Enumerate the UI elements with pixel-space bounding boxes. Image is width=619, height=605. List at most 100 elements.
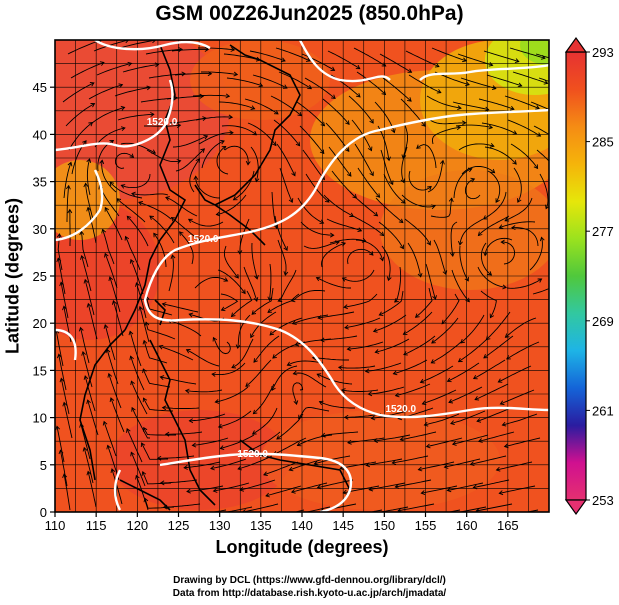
streamline	[59, 450, 68, 487]
streamline	[287, 360, 324, 366]
streamline	[431, 341, 462, 364]
streamline	[426, 437, 463, 448]
streamline	[344, 317, 381, 329]
streamline	[327, 50, 361, 70]
streamline	[356, 71, 386, 95]
streamline-arrowhead	[514, 58, 520, 64]
streamline-arrowhead	[370, 415, 376, 421]
streamline-arrowhead	[539, 236, 545, 242]
streamline-arrowhead	[517, 198, 522, 203]
streamline	[210, 509, 227, 512]
streamline	[301, 53, 335, 71]
streamline-arrowhead	[483, 251, 488, 257]
streamline	[56, 426, 65, 463]
streamline-arrowhead	[283, 246, 288, 251]
streamline-arrowhead	[131, 406, 136, 412]
streamline	[68, 122, 93, 151]
streamline	[126, 215, 149, 247]
streamline-arrowhead	[272, 354, 277, 359]
streamline	[104, 324, 116, 361]
streamline-arrowhead	[369, 171, 374, 177]
streamline-arrowhead	[467, 167, 473, 173]
streamline	[341, 389, 379, 392]
streamline	[273, 437, 307, 456]
streamline-arrowhead	[320, 432, 326, 438]
streamline-arrowhead	[355, 64, 361, 70]
streamline-arrowhead	[233, 71, 239, 77]
streamline-arrowhead	[159, 375, 165, 381]
streamline	[512, 71, 548, 84]
streamline-arrowhead	[286, 361, 292, 366]
streamline	[55, 330, 64, 367]
streamline	[300, 221, 334, 236]
x-tick-label: 140	[291, 518, 313, 533]
streamline	[459, 245, 469, 282]
streamline-arrowhead	[420, 490, 426, 496]
streamline-arrowhead	[375, 193, 381, 198]
streamline	[104, 207, 123, 241]
streamline-arrowhead	[107, 372, 113, 378]
streamline-arrowhead	[214, 399, 220, 404]
streamline-arrowhead	[217, 423, 223, 429]
streamline	[122, 63, 159, 73]
streamline	[477, 266, 507, 288]
streamline	[450, 221, 458, 257]
streamline-arrowhead	[346, 346, 352, 352]
streamline-arrowhead	[345, 147, 350, 153]
streamline	[245, 359, 272, 387]
streamline	[250, 146, 259, 182]
streamline-arrowhead	[164, 431, 170, 437]
streamline-arrowhead	[104, 252, 109, 258]
streamline	[513, 167, 522, 203]
streamline-arrowhead	[457, 357, 463, 363]
streamline-arrowhead	[267, 308, 273, 313]
y-tick-label: 20	[33, 316, 47, 331]
streamline-arrowhead	[199, 93, 205, 99]
streamline	[188, 218, 224, 227]
streamline-arrowhead	[398, 218, 404, 224]
streamline	[226, 77, 263, 87]
streamline-arrowhead	[212, 488, 218, 493]
streamline-arrowhead	[253, 358, 258, 363]
streamline	[84, 375, 96, 412]
streamline	[375, 197, 404, 223]
streamline	[270, 95, 302, 117]
streamline-arrowhead	[210, 465, 215, 471]
streamline-arrowhead	[250, 105, 256, 110]
streamline-arrowhead	[56, 353, 62, 359]
streamline	[291, 482, 328, 493]
streamline	[109, 276, 121, 313]
streamline-arrowhead	[184, 388, 190, 394]
streamline	[251, 287, 274, 315]
streamline	[458, 143, 495, 151]
streamline-arrowhead	[90, 103, 96, 108]
streamline	[218, 101, 255, 110]
streamline	[276, 413, 304, 440]
streamline	[538, 77, 549, 82]
streamline-arrowhead	[291, 320, 297, 325]
streamline-arrowhead	[448, 197, 454, 203]
streamline-arrowhead	[561, 113, 565, 117]
streamline-arrowhead	[165, 196, 170, 201]
streamline-arrowhead	[416, 144, 421, 149]
streamline-arrowhead	[491, 85, 497, 91]
chart-title: GSM 00Z26Jun2025 (850.0hPa)	[155, 2, 464, 25]
streamline-arrowhead	[143, 497, 149, 503]
streamline-arrowhead	[58, 449, 64, 455]
streamline-arrowhead	[83, 375, 89, 380]
streamline	[304, 77, 336, 99]
gridlines	[55, 40, 549, 512]
streamline	[504, 197, 533, 222]
streamline	[278, 269, 297, 302]
streamline-arrowhead	[374, 349, 380, 354]
streamline-arrowhead	[59, 281, 65, 287]
y-axis-label: Latitude (degrees)	[2, 197, 23, 355]
colorbar-max-arrow	[564, 36, 588, 53]
streamline-arrowhead	[533, 164, 539, 170]
streamline	[108, 373, 122, 409]
streamline-arrowhead	[125, 40, 130, 44]
streamline-arrowhead	[144, 321, 150, 327]
streamline-arrowhead	[460, 338, 465, 344]
streamline	[80, 231, 89, 268]
